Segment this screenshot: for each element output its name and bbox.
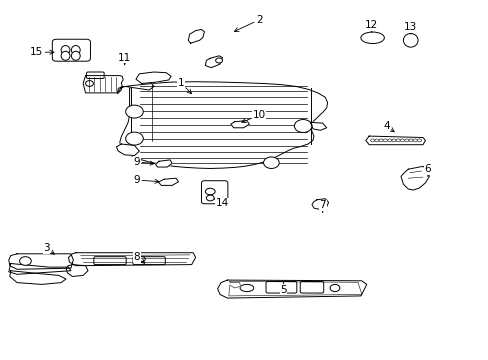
Ellipse shape: [360, 32, 384, 44]
Ellipse shape: [240, 284, 253, 292]
Polygon shape: [9, 254, 73, 269]
Circle shape: [412, 139, 416, 142]
Polygon shape: [9, 264, 71, 274]
Polygon shape: [365, 136, 425, 145]
Text: 3: 3: [43, 243, 54, 254]
Circle shape: [85, 81, 93, 86]
Circle shape: [370, 139, 374, 142]
Ellipse shape: [205, 188, 215, 195]
Text: 1: 1: [177, 78, 191, 94]
Polygon shape: [136, 72, 171, 84]
Text: 9: 9: [133, 157, 154, 167]
Polygon shape: [68, 253, 195, 266]
Text: 9: 9: [133, 175, 159, 185]
Circle shape: [206, 195, 214, 201]
Ellipse shape: [403, 33, 417, 47]
Ellipse shape: [71, 46, 80, 55]
Circle shape: [383, 139, 386, 142]
Text: 8: 8: [133, 252, 144, 263]
Circle shape: [263, 157, 279, 168]
FancyBboxPatch shape: [265, 282, 296, 293]
Text: 2: 2: [234, 15, 262, 32]
Polygon shape: [311, 199, 328, 210]
Circle shape: [387, 139, 391, 142]
Polygon shape: [188, 30, 204, 43]
Polygon shape: [310, 122, 326, 130]
Text: 10: 10: [241, 110, 265, 123]
Text: 4: 4: [382, 121, 393, 132]
FancyBboxPatch shape: [94, 257, 126, 265]
Circle shape: [395, 139, 399, 142]
Polygon shape: [155, 160, 172, 167]
FancyBboxPatch shape: [133, 257, 165, 265]
Polygon shape: [217, 280, 366, 298]
Polygon shape: [83, 76, 123, 93]
Circle shape: [404, 139, 408, 142]
Circle shape: [374, 139, 378, 142]
Polygon shape: [116, 144, 139, 156]
Text: 7: 7: [319, 200, 325, 212]
Polygon shape: [10, 271, 66, 284]
Circle shape: [215, 58, 222, 63]
Ellipse shape: [71, 51, 80, 60]
Text: 13: 13: [403, 22, 417, 34]
Text: 6: 6: [424, 164, 430, 176]
Circle shape: [400, 139, 404, 142]
Circle shape: [417, 139, 421, 142]
Polygon shape: [66, 265, 88, 276]
FancyBboxPatch shape: [52, 39, 90, 61]
Circle shape: [125, 105, 143, 118]
Circle shape: [20, 257, 31, 265]
Text: 15: 15: [30, 47, 54, 57]
Polygon shape: [205, 56, 222, 68]
Text: 5: 5: [280, 283, 286, 295]
Circle shape: [329, 284, 339, 292]
Polygon shape: [117, 84, 154, 94]
FancyBboxPatch shape: [300, 282, 323, 293]
FancyBboxPatch shape: [201, 181, 227, 204]
Ellipse shape: [61, 46, 70, 55]
Text: 12: 12: [364, 20, 378, 32]
Polygon shape: [400, 166, 428, 190]
Ellipse shape: [61, 51, 70, 60]
Polygon shape: [230, 121, 249, 128]
Polygon shape: [229, 283, 240, 288]
Circle shape: [294, 120, 311, 132]
Circle shape: [138, 257, 145, 262]
Circle shape: [408, 139, 412, 142]
Circle shape: [125, 132, 143, 145]
Circle shape: [391, 139, 395, 142]
Text: 14: 14: [214, 198, 229, 208]
Polygon shape: [120, 82, 327, 168]
FancyBboxPatch shape: [86, 72, 104, 78]
Text: 11: 11: [118, 53, 131, 65]
Circle shape: [378, 139, 382, 142]
Polygon shape: [158, 178, 178, 185]
